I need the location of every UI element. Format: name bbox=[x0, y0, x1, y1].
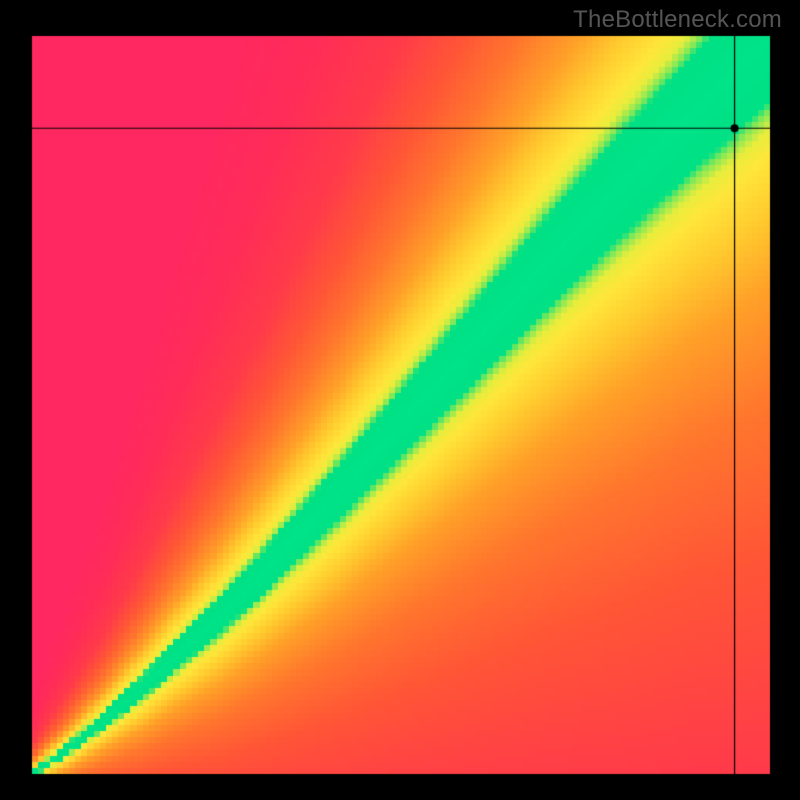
watermark-text: TheBottleneck.com bbox=[573, 6, 782, 34]
bottleneck-heatmap bbox=[0, 0, 800, 800]
chart-container: TheBottleneck.com bbox=[0, 0, 800, 800]
